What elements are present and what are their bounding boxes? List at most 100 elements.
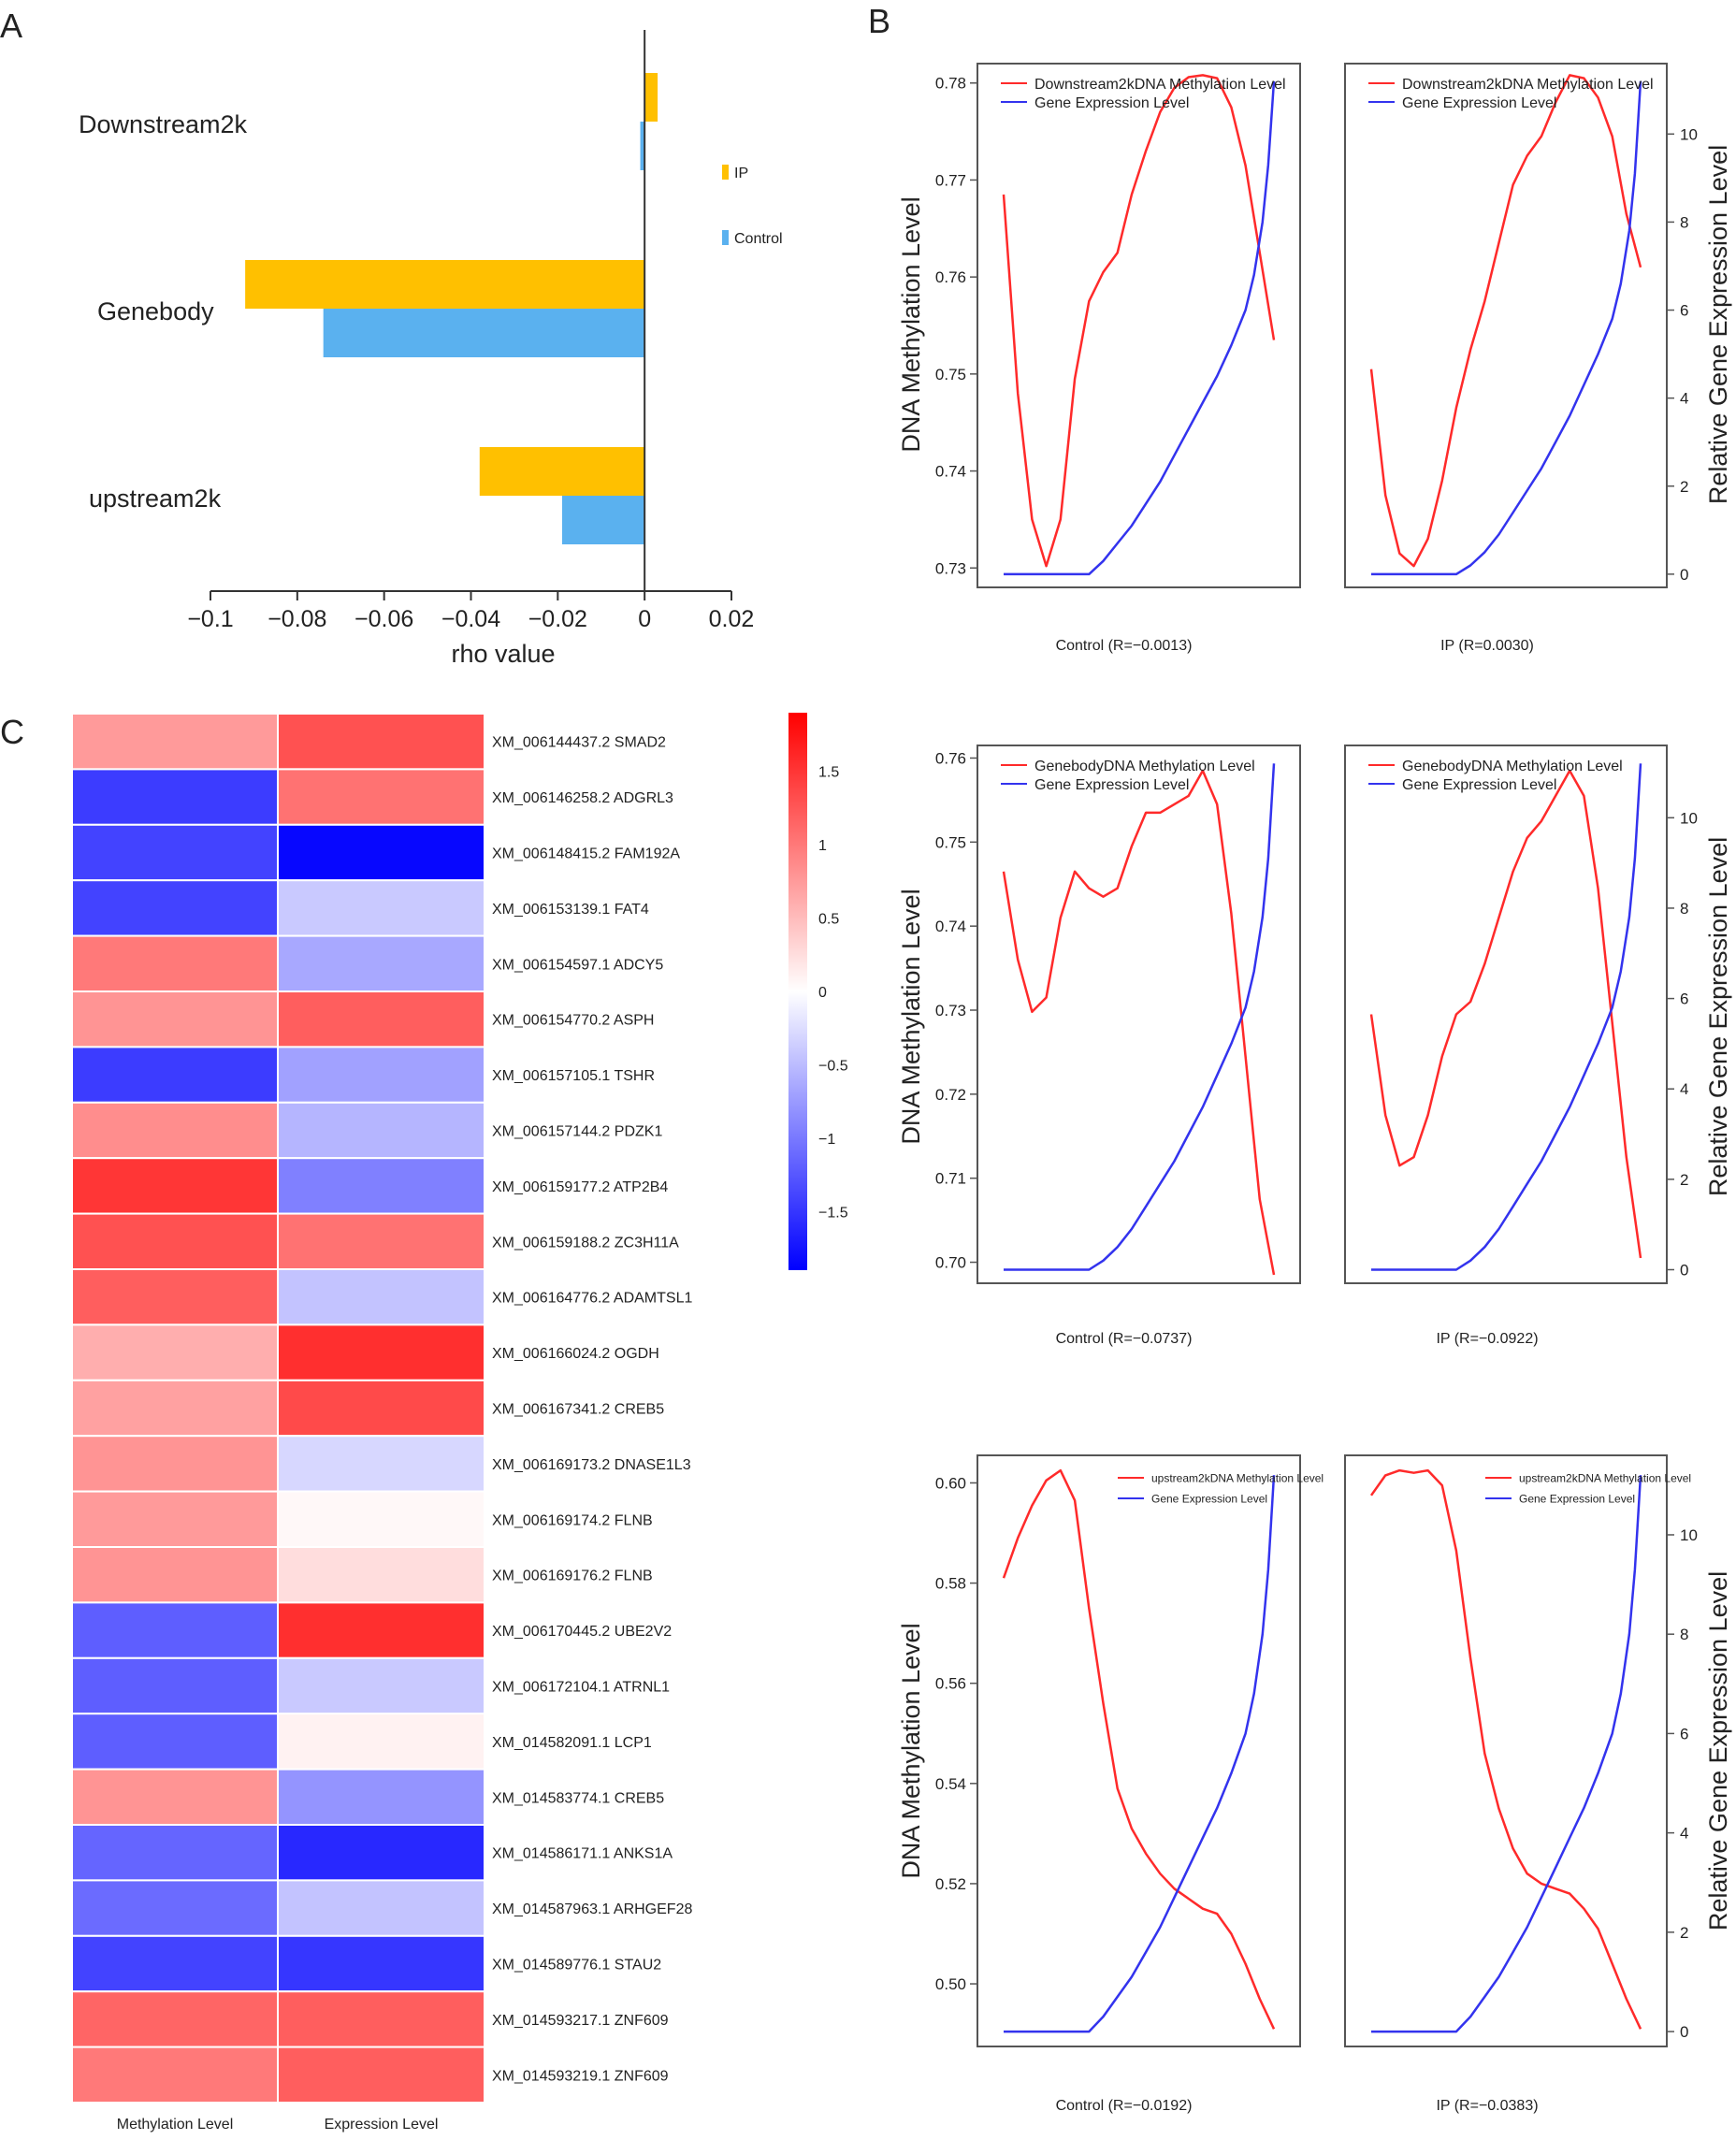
legend-label-expression: Gene Expression Level (1402, 95, 1556, 111)
panel-label-a: A (0, 7, 22, 45)
legend-label-ip: IP (734, 166, 748, 181)
row-label: XM_014589776.1 STAU2 (492, 1958, 661, 1974)
expression-line (1371, 80, 1642, 576)
colorbar-tick-label: 0.5 (818, 912, 839, 928)
row-label: XM_006157105.1 TSHR (492, 1068, 655, 1084)
bar-ip-genebody (245, 260, 645, 309)
plot-frame (1344, 1454, 1668, 2047)
right-y-tick-label: 4 (1680, 1080, 1688, 1098)
heatmap-cell (71, 1990, 279, 2048)
legend-swatch-ip (722, 165, 729, 180)
heatmap-cell (277, 1046, 485, 1104)
row-label: XM_014587963.1 ARHGEF28 (492, 1901, 692, 1917)
row-label: XM_006148415.2 FAM192A (492, 846, 680, 862)
heatmap-cell (277, 1934, 485, 1993)
heatmap-cell (277, 1879, 485, 1937)
bar-control-genebody (323, 309, 645, 357)
left-y-tick-label: 0.71 (935, 1170, 966, 1188)
column-label: Expression Level (325, 2117, 439, 2133)
heatmap-cell (277, 1713, 485, 1771)
heatmap-cell (277, 990, 485, 1048)
heatmap-cell (277, 1212, 485, 1270)
legend-label-expression: Gene Expression Level (1402, 777, 1556, 793)
right-y-tick-label: 2 (1680, 1924, 1688, 1942)
row-label: XM_006144437.2 SMAD2 (492, 735, 666, 751)
left-y-tick-label: 0.58 (935, 1575, 966, 1593)
row-label: XM_006169174.2 FLNB (492, 1512, 653, 1528)
heatmap-cell (277, 879, 485, 937)
heatmap-cell (277, 823, 485, 882)
methylation-line (1002, 74, 1276, 568)
heatmap-cell (71, 1656, 279, 1715)
category-label: upstream2k (89, 484, 222, 513)
heatmap-cell (277, 1101, 485, 1160)
heatmap-cell (71, 1212, 279, 1270)
row-label: XM_014593219.1 ZNF609 (492, 2068, 669, 2084)
category-label: Genebody (97, 297, 214, 325)
expression-line (1004, 1475, 1276, 2033)
x-tick-label: −0.02 (528, 606, 587, 632)
heatmap-cell (71, 934, 279, 992)
heatmap-cell (277, 1157, 485, 1215)
right-y-tick-label: 10 (1680, 1526, 1698, 1544)
right-y-tick-label: 0 (1680, 1262, 1688, 1280)
x-tick-label: 0 (638, 606, 651, 632)
heatmap-cell (71, 1046, 279, 1104)
left-y-tick-label: 0.54 (935, 1775, 966, 1793)
heatmap-cell (277, 1601, 485, 1659)
heatmap-cell (71, 2046, 279, 2104)
x-tick-label: −0.1 (187, 606, 233, 632)
panel-caption: Control (R=−0.0192) (1056, 2098, 1193, 2114)
right-y-tick-label: 10 (1680, 809, 1698, 827)
x-tick-label: 0.02 (709, 606, 755, 632)
panel-caption: Control (R=−0.0737) (1056, 1331, 1193, 1347)
legend-label-expression: Gene Expression Level (1151, 1493, 1267, 1506)
left-y-tick-label: 0.77 (935, 171, 966, 189)
left-y-axis-label: DNA Methylation Level (897, 889, 925, 1144)
row-label: XM_006154770.2 ASPH (492, 1013, 654, 1029)
panel-caption: IP (R=0.0030) (1440, 638, 1534, 654)
heatmap-cell (71, 768, 279, 826)
right-y-tick-label: 8 (1680, 1626, 1688, 1643)
row-label: XM_006154597.1 ADCY5 (492, 957, 663, 973)
heatmap-cell (71, 1379, 279, 1438)
row-label: XM_006166024.2 OGDH (492, 1346, 659, 1362)
panel-caption: IP (R=−0.0922) (1436, 1331, 1538, 1347)
row-label: XM_006159177.2 ATP2B4 (492, 1179, 668, 1195)
plot-frame (976, 745, 1301, 1284)
panel-caption: IP (R=−0.0383) (1436, 2098, 1538, 2114)
heatmap-cell (277, 1990, 485, 2048)
legend-label-expression: Gene Expression Level (1034, 777, 1189, 793)
right-y-tick-label: 2 (1680, 478, 1688, 496)
x-tick-label: −0.06 (354, 606, 413, 632)
heatmap-cell (71, 1879, 279, 1937)
row-label: XM_014586171.1 ANKS1A (492, 1846, 673, 1862)
heatmap-cell (71, 1713, 279, 1771)
methylation-line (1002, 769, 1276, 1276)
heatmap-cell (277, 1490, 485, 1548)
left-y-axis-label: DNA Methylation Level (897, 1623, 925, 1878)
expression-line (1371, 763, 1642, 1271)
heatmap-cell (277, 1435, 485, 1493)
row-label: XM_006153139.1 FAT4 (492, 902, 649, 918)
heatmap-cell (277, 1768, 485, 1826)
methylation-line (1002, 1468, 1276, 2030)
bar-control-upstream2k (561, 496, 645, 544)
right-y-tick-label: 4 (1680, 390, 1688, 408)
left-y-tick-label: 0.56 (935, 1675, 966, 1693)
heatmap-cell (71, 1157, 279, 1215)
row-label: XM_006172104.1 ATRNL1 (492, 1680, 670, 1696)
heatmap-cell (277, 2046, 485, 2104)
legend-label-methylation: upstream2kDNA Methylation Level (1519, 1472, 1691, 1485)
left-y-tick-label: 0.78 (935, 75, 966, 93)
legend-label-control: Control (734, 231, 783, 247)
row-label: XM_006157144.2 PDZK1 (492, 1124, 662, 1140)
expression-line (1004, 763, 1276, 1271)
heatmap-cell (71, 1824, 279, 1882)
x-axis-label: rho value (451, 640, 555, 668)
right-y-axis-label: Relative Gene Expression Level (1704, 837, 1732, 1196)
heatmap-cell (277, 713, 485, 771)
colorbar-tick-label: −1.5 (818, 1205, 848, 1221)
right-y-tick-label: 6 (1680, 1725, 1688, 1742)
x-tick-label: −0.04 (441, 606, 500, 632)
